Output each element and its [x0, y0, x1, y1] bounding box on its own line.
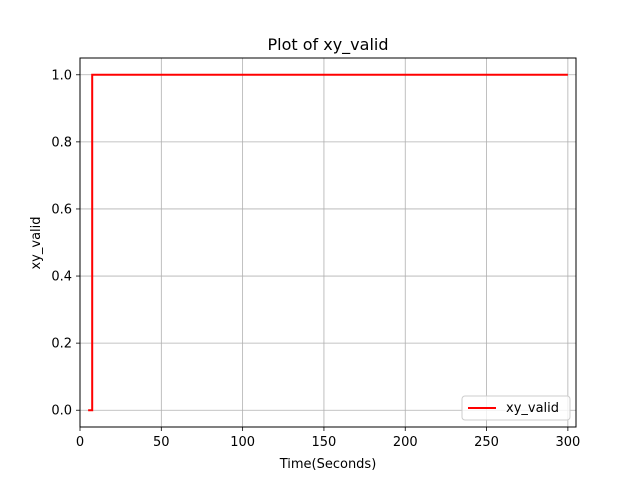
series-line-xy-valid [88, 73, 568, 412]
x-axis-label: Time(Seconds) [279, 457, 377, 472]
plot-area-frame [79, 57, 577, 428]
y-axis-label: xy_valid [29, 216, 44, 269]
x-tick-label: 200 [393, 435, 418, 450]
y-tick-label: 0.6 [51, 202, 72, 217]
y-tick-label: 0.2 [51, 337, 72, 352]
x-tick-label: 150 [312, 435, 337, 450]
y-tick-label: 0.0 [51, 404, 72, 419]
x-tick-label: 100 [230, 435, 255, 450]
x-tick-label: 300 [555, 435, 580, 450]
x-tick-label: 0 [76, 435, 84, 450]
y-tick-label: 1.0 [51, 68, 72, 83]
y-axis-ticks: 0.0 0.2 0.4 0.6 0.8 1.0 [51, 68, 80, 419]
chart-title: Plot of xy_valid [267, 35, 388, 55]
grid [79, 58, 576, 427]
x-axis-ticks: 0 50 100 150 200 250 300 [76, 427, 580, 450]
legend: xy_valid [461, 395, 571, 421]
x-tick-label: 50 [153, 435, 170, 450]
y-tick-label: 0.4 [51, 270, 72, 285]
series-layer [88, 73, 568, 412]
legend-label-xy-valid: xy_valid [506, 401, 559, 416]
y-tick-label: 0.8 [51, 135, 72, 150]
legend-box [461, 395, 571, 421]
x-tick-label: 250 [474, 435, 499, 450]
